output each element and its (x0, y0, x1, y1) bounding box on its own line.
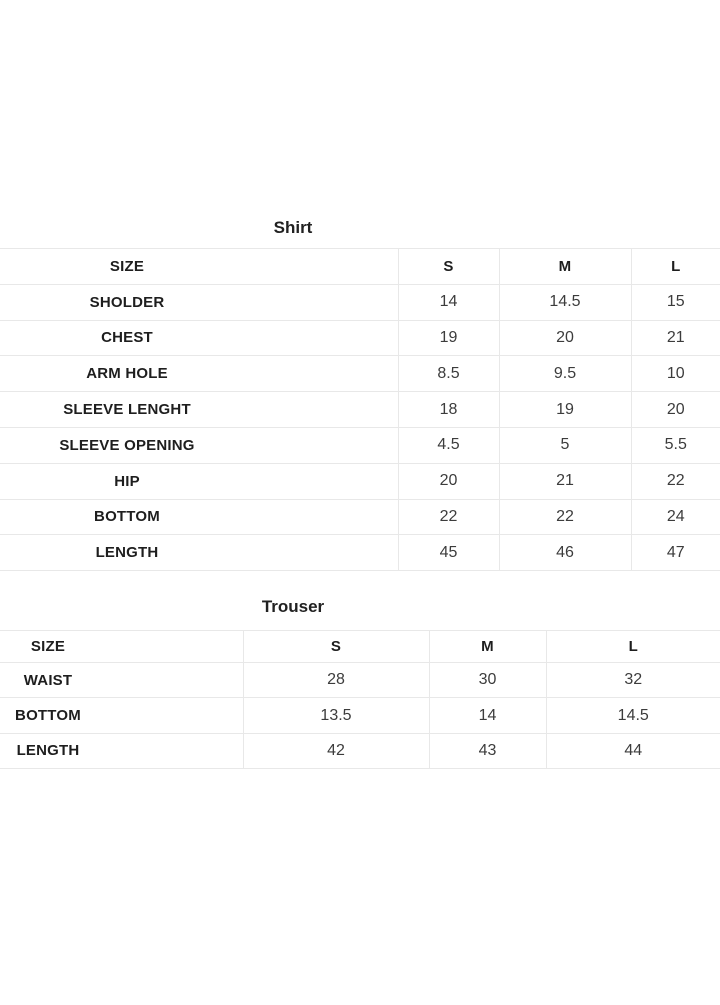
row-label-cell: LENGTH (0, 733, 243, 770)
row-label-cell: BOTTOM (0, 697, 243, 734)
cell-value: 21 (630, 320, 720, 357)
cell-value: 15 (630, 284, 720, 321)
cell-value: 5.5 (630, 427, 720, 464)
cell-value: 22 (630, 463, 720, 500)
row-label: LENGTH (16, 742, 80, 760)
table-row: ARM HOLE 8.5 9.5 10 (0, 355, 720, 393)
shirt-size-table: SIZE S M L SHOLDER 14 14.5 15 CHEST 19 2… (0, 248, 720, 572)
table-row: BOTTOM 13.5 14 14.5 (0, 697, 720, 734)
trouser-table-title: Trouser (261, 597, 325, 616)
cell-value: 20 (498, 320, 631, 357)
row-label: WAIST (23, 671, 73, 689)
table-row: LENGTH 45 46 47 (0, 534, 720, 572)
row-label-cell: BOTTOM (0, 499, 398, 536)
cell-value: 21 (498, 463, 631, 500)
cell-value: 24 (630, 499, 720, 536)
row-label: CHEST (101, 329, 153, 347)
cell-value: 5 (498, 427, 631, 464)
cell-value: 19 (397, 320, 499, 357)
cell-value: 30 (428, 662, 546, 699)
column-header-size: SIZE (0, 630, 243, 663)
column-header-label: SIZE (30, 638, 66, 655)
cell-value: 42 (242, 733, 429, 770)
column-header-label: SIZE (109, 257, 145, 275)
table-row: BOTTOM 22 22 24 (0, 499, 720, 536)
cell-value: 14 (397, 284, 499, 321)
cell-value: 22 (397, 499, 499, 536)
cell-value: 43 (428, 733, 546, 770)
cell-value: 14.5 (545, 697, 720, 734)
row-label-cell: ARM HOLE (0, 355, 398, 393)
cell-value: 45 (397, 534, 499, 572)
cell-value: 20 (397, 463, 499, 500)
table-row: SLEEVE LENGHT 18 19 20 (0, 391, 720, 428)
table-row: SLEEVE OPENING 4.5 5 5.5 (0, 427, 720, 464)
row-label-cell: SLEEVE LENGHT (0, 391, 398, 428)
row-label: HIP (114, 472, 140, 490)
cell-value: 46 (498, 534, 631, 572)
row-label: LENGTH (95, 544, 159, 562)
table-row: SHOLDER 14 14.5 15 (0, 284, 720, 321)
column-header-size: SIZE (0, 248, 398, 285)
table-header-row: SIZE S M L (0, 248, 720, 285)
row-label-cell: LENGTH (0, 534, 398, 572)
trouser-size-table: SIZE S M L WAIST 28 30 32 BOTTOM 13.5 14… (0, 630, 720, 770)
cell-value: 10 (630, 355, 720, 393)
cell-value: 20 (630, 391, 720, 428)
table-row: HIP 20 21 22 (0, 463, 720, 500)
cell-value: 8.5 (397, 355, 499, 393)
row-label: BOTTOM (15, 707, 81, 725)
cell-value: 47 (630, 534, 720, 572)
row-label: SLEEVE LENGHT (63, 401, 191, 419)
cell-value: 14 (428, 697, 546, 734)
table-header-row: SIZE S M L (0, 630, 720, 663)
cell-value: 9.5 (498, 355, 631, 393)
row-label-cell: SHOLDER (0, 284, 398, 321)
row-label-cell: CHEST (0, 320, 398, 357)
cell-value: 14.5 (498, 284, 631, 321)
column-header-l: L (545, 630, 720, 663)
row-label: BOTTOM (94, 508, 160, 526)
column-header-m: M (498, 248, 631, 285)
row-label-cell: HIP (0, 463, 398, 500)
row-label: ARM HOLE (86, 365, 168, 383)
cell-value: 13.5 (242, 697, 429, 734)
column-header-s: S (397, 248, 499, 285)
row-label: SHOLDER (89, 293, 165, 311)
row-label-cell: SLEEVE OPENING (0, 427, 398, 464)
cell-value: 32 (545, 662, 720, 699)
column-header-m: M (428, 630, 546, 663)
shirt-table-title: Shirt (273, 218, 313, 237)
cell-value: 44 (545, 733, 720, 770)
table-row: CHEST 19 20 21 (0, 320, 720, 357)
cell-value: 28 (242, 662, 429, 699)
cell-value: 4.5 (397, 427, 499, 464)
row-label: SLEEVE OPENING (59, 436, 195, 454)
row-label-cell: WAIST (0, 662, 243, 699)
cell-value: 19 (498, 391, 631, 428)
table-row: LENGTH 42 43 44 (0, 733, 720, 770)
cell-value: 22 (498, 499, 631, 536)
table-row: WAIST 28 30 32 (0, 662, 720, 699)
cell-value: 18 (397, 391, 499, 428)
column-header-s: S (242, 630, 429, 663)
column-header-l: L (630, 248, 720, 285)
